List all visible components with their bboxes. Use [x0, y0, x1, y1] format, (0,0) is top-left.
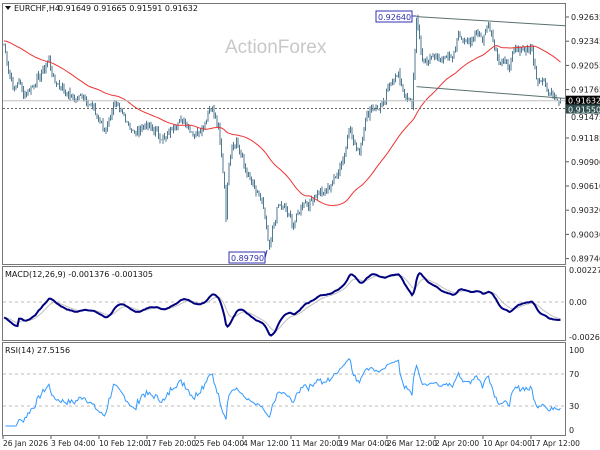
- channel-lower-line: [416, 86, 566, 99]
- current-price-label: 0.91632: [568, 97, 600, 106]
- macd-panel: [2, 266, 566, 341]
- x-tick-label: 4 Mar 12:00: [243, 439, 289, 448]
- x-tick-label: 2 Apr 20:00: [435, 439, 479, 448]
- x-tick-label: 3 Feb 04:00: [51, 439, 96, 448]
- x-tick-label: 26 Mar 12:00: [387, 439, 437, 448]
- rsi-plot: [3, 358, 565, 427]
- rsi-title: RSI(14) 27.5156: [5, 346, 70, 355]
- y-tick-label: 0.91185: [571, 134, 600, 143]
- low-label: 0.89790: [231, 254, 264, 263]
- main-panel: [2, 3, 566, 265]
- x-tick-label: 19 Mar 04:00: [339, 439, 389, 448]
- symbol-label: EURCHF,H4: [14, 4, 60, 13]
- moving-average-line: [3, 40, 561, 207]
- x-tick-label: 17 Feb 20:00: [147, 439, 196, 448]
- watermark: ActionForex: [225, 37, 327, 58]
- y-tick-label: 0.92635: [571, 13, 600, 22]
- level-price-label: 0.91550: [568, 106, 600, 115]
- y-tick-label: 0.92055: [571, 61, 600, 70]
- high-label: 0.92640: [378, 13, 411, 22]
- collapse-triangle-icon[interactable]: [5, 6, 11, 10]
- rsi-line: [5, 358, 561, 427]
- rsi-tick-label: 30: [569, 402, 579, 411]
- macd-tick-label: 0.00: [569, 298, 587, 307]
- current-price-box: [566, 95, 600, 105]
- ohlc-label: 0.91649 0.91665 0.91591 0.91632: [58, 4, 198, 13]
- x-tick-label: 25 Feb 04:00: [195, 439, 244, 448]
- y-tick-label: 0.91475: [571, 113, 600, 122]
- low-connector: [264, 250, 268, 259]
- axes: 0.92635 0.92345 0.92055 0.91765 0.91185 0.909…: [2, 13, 600, 448]
- macd-tick-label: -0.002693: [569, 333, 600, 342]
- x-tick-label: 11 Mar 20:00: [291, 439, 341, 448]
- macd-tick-label: 0.002277: [569, 266, 600, 275]
- macd-line: [3, 272, 561, 337]
- x-tick-label: 26 Jan 2026: [3, 439, 48, 448]
- rsi-tick-label: 70: [569, 370, 579, 379]
- y-tick-label: 0.91765: [571, 86, 600, 95]
- channel-upper-line: [416, 16, 566, 27]
- price-plot: 0.92640 0.89790: [3, 10, 566, 264]
- macd-title: MACD(12,26,9) -0.001376 -0.001305: [5, 270, 153, 279]
- y-tick-label: 0.92345: [571, 37, 600, 46]
- rsi-tick-label: 0: [569, 426, 574, 435]
- level-price-box: [566, 104, 600, 114]
- x-tick-label: 10 Feb 12:00: [99, 439, 148, 448]
- x-tick-label: 17 Apr 12:00: [531, 439, 580, 448]
- rsi-tick-label: 100: [569, 346, 584, 355]
- macd-plot: [3, 272, 565, 337]
- rsi-panel: [2, 342, 566, 436]
- x-tick-label: 10 Apr 04:00: [483, 439, 532, 448]
